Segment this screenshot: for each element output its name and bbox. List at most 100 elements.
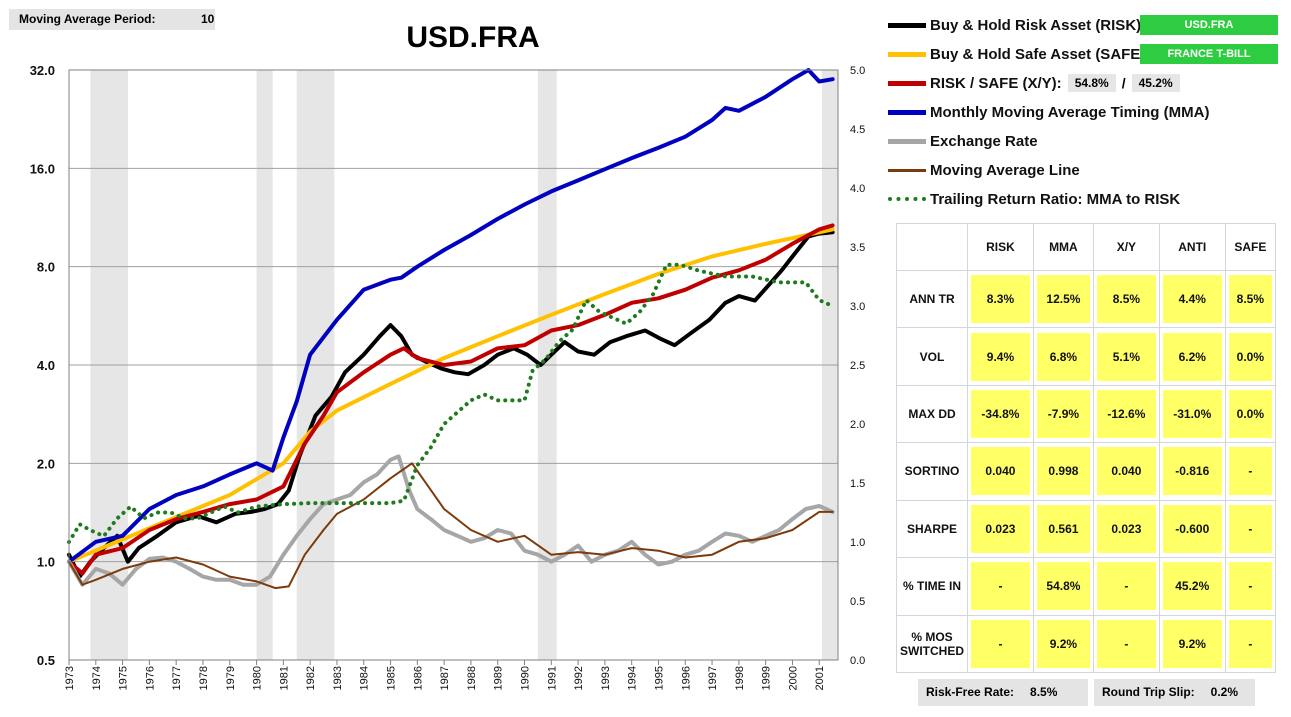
ma-period-value[interactable]: 10 <box>201 12 215 26</box>
y2-tick-label: 3.5 <box>850 242 865 254</box>
stat-cell: 0.998 <box>1036 447 1090 496</box>
risk-allocation-value[interactable]: 54.8% <box>1067 74 1116 92</box>
x-tick-label: 1994 <box>627 666 639 690</box>
series-line <box>68 462 834 590</box>
row-label-ann-tr: ANN TR <box>896 269 968 329</box>
y2-tick-label: 0.5 <box>850 596 865 608</box>
stat-cell: -7.9% <box>1036 390 1090 439</box>
legend-item-safe: Buy & Hold Safe Asset (SAFE): <box>888 41 1150 67</box>
stat-cell: 0.023 <box>971 504 1030 553</box>
chart-title: USD.FRA <box>406 21 539 54</box>
stat-cell: - <box>971 619 1030 668</box>
y2-tick-label: 2.5 <box>850 360 865 372</box>
col-header-mma: MMA <box>1032 223 1094 271</box>
y2-tick-label: 3.0 <box>850 301 865 313</box>
legend-label-safe: Buy & Hold Safe Asset (SAFE): <box>930 45 1151 63</box>
x-tick-label: 1977 <box>171 666 183 690</box>
risk-asset-badge[interactable]: USD.FRA <box>1140 15 1278 35</box>
legend-swatch-mal <box>888 168 926 172</box>
legend-swatch-ratio <box>888 197 926 201</box>
stat-cell: 0.023 <box>1096 504 1156 553</box>
col-header-safe: SAFE <box>1224 223 1277 271</box>
legend-item-mal: Moving Average Line <box>888 157 1080 183</box>
x-tick-label: 1997 <box>707 666 719 690</box>
y-tick-label: 8.0 <box>37 260 55 275</box>
x-tick-label: 1983 <box>332 666 344 690</box>
risk-free-rate-value[interactable]: 8.5% <box>1030 685 1058 699</box>
allocation-separator: / <box>1121 75 1126 91</box>
stats-corner <box>896 223 968 271</box>
axes: 0.5 1.0 2.0 4.0 8.0 16.0 32.0 0.0 0.5 1.0 1.5 2.0 2.… <box>30 63 866 690</box>
row-label-time-in: % TIME IN <box>896 557 968 616</box>
round-trip-slip-box: Round Trip Slip: 0.2% <box>1094 679 1255 706</box>
stat-cell: 54.8% <box>1036 562 1090 611</box>
stats-row-max-dd: MAX DD -34.8% -7.9% -12.6% -31.0% 0.0% <box>896 384 1277 444</box>
x-tick-label: 1985 <box>386 666 398 690</box>
x-tick-label: 1996 <box>680 666 692 690</box>
x-tick-label: 1993 <box>600 666 612 690</box>
row-label-vol: VOL <box>896 327 968 386</box>
stat-cell: 8.5% <box>1228 275 1272 324</box>
row-label-sharpe: SHARPE <box>896 499 968 559</box>
stat-cell: - <box>1228 562 1272 611</box>
ma-period-label: Moving Average Period: <box>19 12 156 26</box>
safe-asset-badge[interactable]: FRANCE T-BILL <box>1140 44 1278 64</box>
y2-tick-label: 5.0 <box>850 65 865 77</box>
stats-row-ann-tr: ANN TR 8.3% 12.5% 8.5% 4.4% 8.5% <box>896 269 1277 329</box>
stat-cell: -31.0% <box>1162 390 1222 439</box>
y2-tick-label: 1.0 <box>850 537 865 549</box>
stat-cell: - <box>1228 447 1272 496</box>
x-tick-label: 1974 <box>91 666 103 690</box>
y-tick-label: 32.0 <box>30 63 55 78</box>
x-tick-label: 1981 <box>278 666 290 690</box>
x-tick-label: 1990 <box>520 666 532 690</box>
legend-label-risk: Buy & Hold Risk Asset (RISK): <box>930 16 1147 34</box>
legend-item-mma: Monthly Moving Average Timing (MMA) <box>888 99 1209 125</box>
series-group <box>67 68 835 590</box>
x-tick-label: 2001 <box>814 666 826 690</box>
stat-cell: - <box>971 562 1030 611</box>
stat-cell: 9.2% <box>1036 619 1090 668</box>
safe-allocation-value[interactable]: 45.2% <box>1131 74 1180 92</box>
stats-row-mos-switched: % MOS SWITCHED - 9.2% - 9.2% - <box>896 614 1277 674</box>
x-tick-label: 1979 <box>225 666 237 690</box>
x-tick-label: 1978 <box>198 666 210 690</box>
stat-cell: - <box>1228 504 1272 553</box>
series-line <box>67 68 835 564</box>
y2-tick-label: 2.0 <box>850 419 865 431</box>
legend-item-xy: RISK / SAFE (X/Y): 54.8% / 45.2% <box>888 70 1180 96</box>
legend-swatch-risk <box>888 22 926 28</box>
legend-swatch-mma <box>888 109 926 115</box>
stats-row-sharpe: SHARPE 0.023 0.561 0.023 -0.600 - <box>896 499 1277 559</box>
stat-cell: 6.2% <box>1162 332 1222 381</box>
legend-swatch-fx <box>888 138 926 144</box>
col-header-risk: RISK <box>967 223 1034 271</box>
y2-tick-label: 0.0 <box>850 655 865 667</box>
series-line <box>67 262 835 544</box>
series-line <box>67 230 835 579</box>
x-tick-label: 1998 <box>734 666 746 690</box>
legend-item-ratio: Trailing Return Ratio: MMA to RISK <box>888 186 1180 212</box>
legend: Buy & Hold Risk Asset (RISK): USD.FRA Bu… <box>888 12 1288 212</box>
legend-item-risk: Buy & Hold Risk Asset (RISK): <box>888 12 1146 38</box>
y-tick-label: 1.0 <box>37 555 55 570</box>
round-trip-slip-value[interactable]: 0.2% <box>1210 685 1239 699</box>
x-tick-label: 1973 <box>64 666 76 690</box>
stats-row-sortino: SORTINO 0.040 0.998 0.040 -0.816 - <box>896 442 1277 501</box>
x-tick-label: 1976 <box>144 666 156 690</box>
legend-label-fx: Exchange Rate <box>930 132 1038 150</box>
y-tick-label: 2.0 <box>37 456 55 471</box>
x-tick-label: 1988 <box>466 666 478 690</box>
series-line <box>67 227 835 564</box>
stat-cell: -0.816 <box>1162 447 1222 496</box>
y2-tick-label: 1.5 <box>850 478 865 490</box>
stat-cell: - <box>1096 562 1156 611</box>
x-tick-label: 1992 <box>573 666 585 690</box>
y-tick-label: 0.5 <box>37 653 55 668</box>
stat-cell: 8.3% <box>971 275 1030 324</box>
stat-cell: -12.6% <box>1096 390 1156 439</box>
legend-label-mal: Moving Average Line <box>930 161 1080 179</box>
x-tick-label: 1986 <box>412 666 424 690</box>
series-line <box>67 454 835 587</box>
legend-swatch-safe <box>888 51 926 57</box>
